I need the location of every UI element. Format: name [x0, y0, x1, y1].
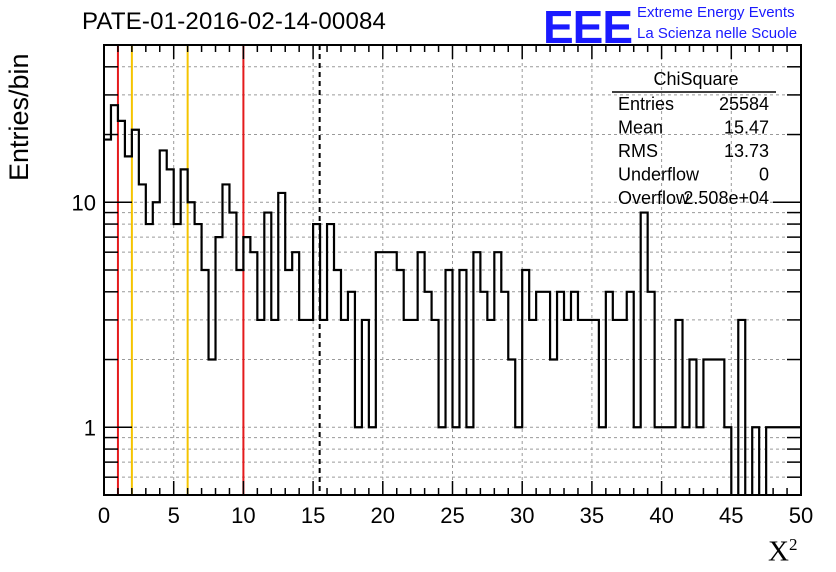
- stats-label: RMS: [618, 141, 658, 161]
- x-tick-label: 35: [580, 503, 604, 528]
- x-tick-label: 15: [301, 503, 325, 528]
- x-tick-label: 40: [649, 503, 673, 528]
- stats-value: 2.508e+04: [683, 188, 769, 208]
- x-axis-label-exponent: 2: [788, 535, 798, 554]
- x-tick-label: 0: [98, 503, 110, 528]
- stats-title: ChiSquare: [653, 69, 738, 89]
- y-tick-label: 1: [84, 415, 96, 440]
- x-tick-label: 10: [231, 503, 255, 528]
- x-tick-label: 30: [510, 503, 534, 528]
- x-tick-label: 5: [168, 503, 180, 528]
- x-tick-label: 50: [789, 503, 813, 528]
- stats-label: Entries: [618, 94, 674, 114]
- stats-value: 0: [759, 165, 769, 185]
- x-tick-label: 25: [440, 503, 464, 528]
- histogram-series: [104, 104, 801, 495]
- y-tick-label: 10: [72, 190, 96, 215]
- tick-labels: 0 5 10 15 20 25 30 35 40 45 50 1 10: [72, 190, 814, 528]
- stats-value: 13.73: [724, 141, 769, 161]
- stats-box: ChiSquare Entries 25584 Mean 15.47 RMS 13.73 Un…: [612, 69, 776, 208]
- stats-value: 25584: [719, 94, 769, 114]
- logo-line-1: Extreme Energy Events: [637, 4, 795, 21]
- stats-label: Mean: [618, 118, 663, 138]
- axis-ticks: [103, 44, 802, 496]
- run-title: PATE-01-2016-02-14-00084: [82, 8, 387, 35]
- x-axis-label-base: X: [768, 535, 789, 568]
- x-tick-label: 20: [371, 503, 395, 528]
- y-axis-label: Entries/bin: [4, 53, 34, 181]
- x-axis-label: X2: [768, 535, 797, 569]
- x-tick-label: 45: [719, 503, 743, 528]
- stats-value: 15.47: [724, 118, 769, 138]
- stats-label: Overflow: [618, 188, 690, 208]
- stats-label: Underflow: [618, 165, 700, 185]
- eee-logo: EEE: [543, 1, 633, 53]
- logo-line-2: La Scienza nelle Scuole: [637, 25, 798, 42]
